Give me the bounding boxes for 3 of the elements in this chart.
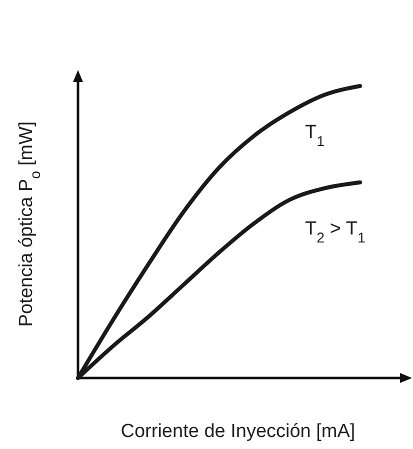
series-label: T$_{1}$ <box>305 122 325 150</box>
series-label: T$_{2}$ > T$_{1}$ <box>305 218 366 246</box>
x-axis-title: Corriente de Inyección [mA] <box>120 421 356 442</box>
